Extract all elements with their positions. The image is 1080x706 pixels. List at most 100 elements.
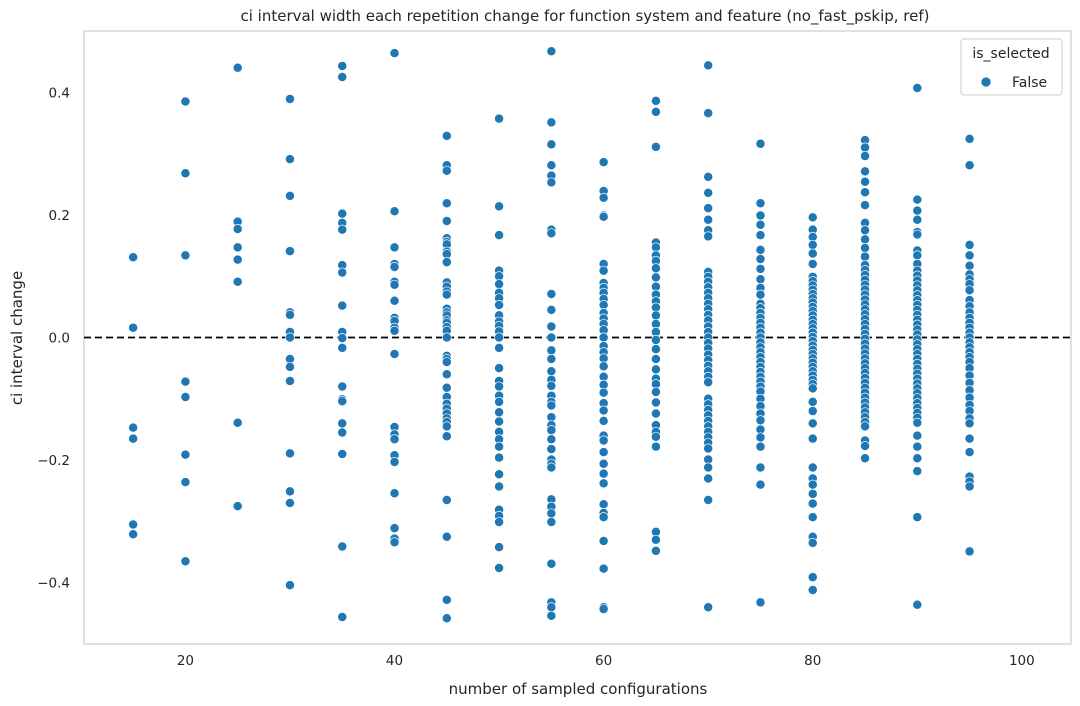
- scatter-point: [755, 441, 766, 452]
- scatter-point: [964, 546, 975, 557]
- scatter-point: [650, 272, 661, 283]
- scatter-point: [755, 432, 766, 443]
- scatter-point: [441, 130, 452, 141]
- scatter-point: [389, 537, 400, 548]
- scatter-point: [546, 289, 557, 299]
- chart-title: ci interval width each repetition change…: [240, 7, 929, 26]
- scatter-point: [180, 449, 191, 460]
- scatter-point: [128, 252, 139, 263]
- scatter-point: [912, 250, 923, 261]
- scatter-point: [441, 382, 452, 393]
- scatter-point: [860, 176, 870, 187]
- scatter-point: [755, 263, 766, 274]
- x-tick-label: 80: [804, 653, 821, 669]
- scatter-point: [494, 113, 505, 124]
- scatter-point: [389, 523, 400, 534]
- scatter-point: [441, 594, 452, 605]
- scatter-point: [285, 580, 295, 591]
- y-axis-label: ci interval change: [8, 271, 26, 405]
- scatter-point: [807, 383, 818, 394]
- scatter-point: [598, 265, 609, 276]
- scatter-point: [180, 96, 191, 107]
- scatter-point: [128, 322, 139, 333]
- scatter-point: [337, 342, 348, 353]
- scatter-point: [964, 133, 975, 144]
- scatter-point: [860, 187, 870, 198]
- y-tick-label: 0.4: [49, 85, 70, 101]
- scatter-point: [860, 142, 870, 153]
- scatter-point: [755, 462, 766, 473]
- scatter-point: [232, 224, 243, 234]
- scatter-point: [807, 498, 818, 509]
- scatter-point: [180, 376, 191, 387]
- scatter-point: [650, 534, 661, 545]
- scatter-point: [180, 392, 191, 402]
- scatter-point: [807, 433, 818, 444]
- scatter-point: [494, 441, 505, 452]
- scatter-point: [494, 201, 505, 212]
- scatter-point: [650, 335, 661, 345]
- scatter-point: [337, 208, 348, 219]
- scatter-point: [703, 494, 714, 505]
- scatter-point: [598, 387, 609, 398]
- scatter-point: [546, 354, 557, 364]
- scatter-point: [598, 447, 609, 458]
- x-tick-label: 20: [177, 653, 194, 669]
- scatter-point: [807, 248, 818, 259]
- scatter-point: [598, 512, 609, 523]
- scatter-point: [180, 556, 191, 567]
- scatter-point: [807, 258, 818, 269]
- scatter-point: [337, 427, 348, 438]
- scatter-point: [389, 48, 400, 59]
- scatter-point: [912, 441, 923, 452]
- y-tick-label: −0.2: [37, 453, 70, 469]
- scatter-point: [912, 430, 923, 441]
- scatter-point: [755, 230, 766, 241]
- scatter-point: [703, 473, 714, 484]
- y-tick-label: −0.4: [37, 576, 70, 592]
- scatter-point: [546, 610, 557, 621]
- scatter-point: [389, 279, 400, 290]
- scatter-point: [964, 250, 975, 261]
- scatter-point: [546, 139, 557, 150]
- scatter-point: [389, 242, 400, 253]
- scatter-point: [650, 441, 661, 452]
- scatter-point: [650, 95, 661, 106]
- scatter-point: [546, 425, 557, 436]
- scatter-point: [860, 225, 870, 236]
- scatter-point: [494, 396, 505, 407]
- scatter-point: [337, 300, 348, 311]
- legend-marker-false: [980, 76, 992, 88]
- scatter-point: [755, 254, 766, 264]
- scatter-point: [232, 276, 243, 287]
- scatter-point: [912, 205, 923, 216]
- scatter-point: [546, 117, 557, 128]
- scatter-point: [232, 254, 243, 265]
- scatter-point: [755, 479, 766, 490]
- scatter-point: [128, 433, 139, 444]
- scatter-point: [285, 246, 295, 257]
- scatter-point: [598, 468, 609, 479]
- scatter-point: [650, 387, 661, 398]
- scatter-point: [337, 449, 348, 459]
- x-tick-label: 40: [386, 653, 403, 669]
- scatter-point: [703, 462, 714, 473]
- scatter-point: [494, 230, 505, 241]
- scatter-point: [128, 422, 139, 433]
- scatter-point: [441, 613, 452, 624]
- scatter-point: [337, 381, 348, 392]
- scatter-point: [441, 421, 452, 432]
- scatter-point: [494, 517, 505, 527]
- scatter-point: [285, 361, 295, 372]
- scatter-point: [807, 239, 818, 250]
- scatter-point: [285, 486, 295, 497]
- scatter-point: [860, 421, 870, 432]
- scatter-point: [755, 289, 766, 300]
- scatter-point: [964, 433, 975, 444]
- scatter-point: [703, 214, 714, 225]
- scatter-point: [964, 160, 975, 171]
- scatter-point: [912, 194, 923, 205]
- scatter-point: [650, 545, 661, 556]
- scatter-point: [703, 443, 714, 454]
- scatter-point: [860, 441, 870, 451]
